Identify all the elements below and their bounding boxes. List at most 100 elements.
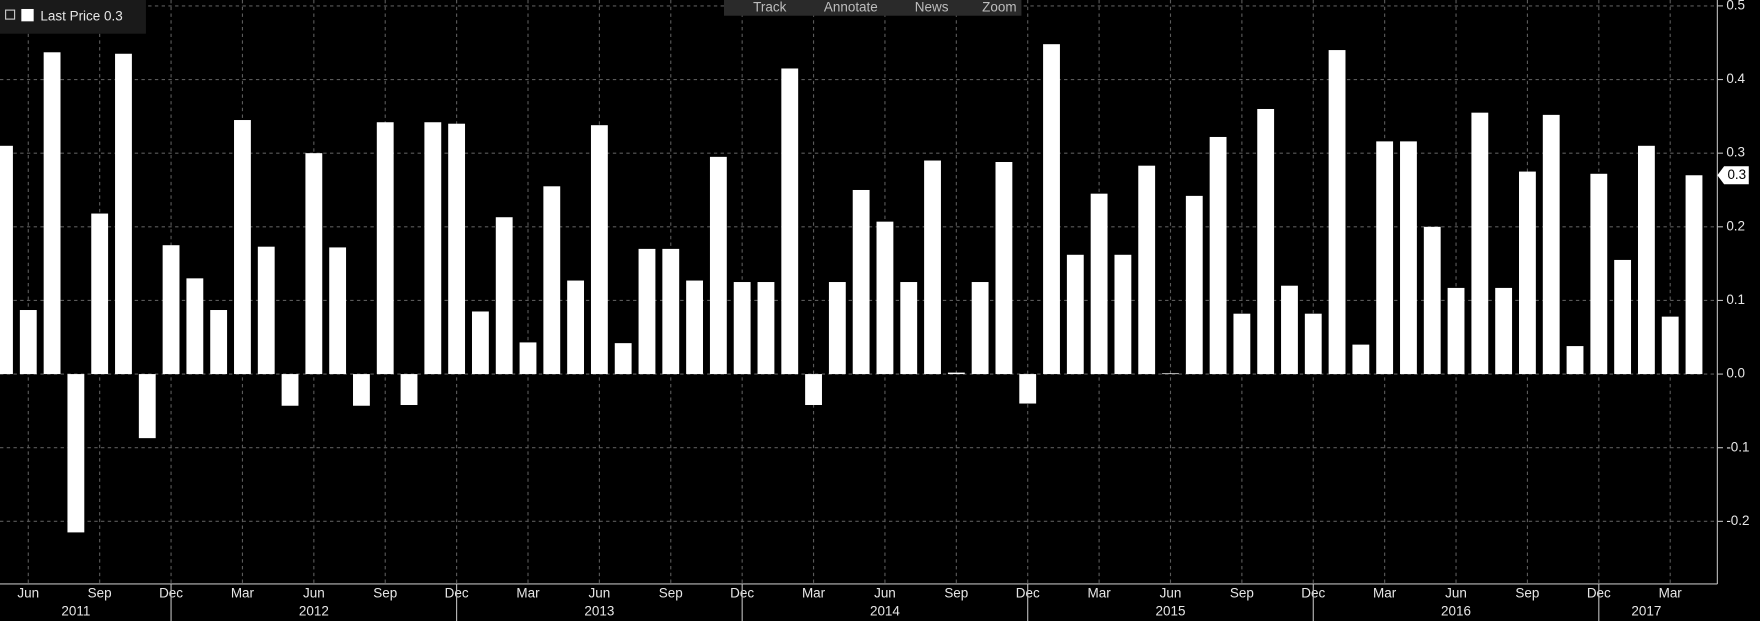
bar <box>614 343 632 375</box>
x-tick-label: Sep <box>1230 586 1254 601</box>
bar <box>1185 195 1203 375</box>
legend-toggle[interactable] <box>5 9 16 20</box>
bar <box>19 310 37 375</box>
x-tick-label: Mar <box>516 586 540 601</box>
bar <box>947 372 965 375</box>
bar <box>495 217 513 375</box>
bar <box>924 160 941 375</box>
x-tick-label: Jun <box>1445 586 1467 601</box>
bar <box>1471 112 1489 375</box>
bars <box>0 44 1703 533</box>
y-tick-label: 0.1 <box>1726 292 1745 307</box>
bar <box>1090 193 1108 375</box>
bar <box>424 122 442 375</box>
bar <box>1352 344 1370 375</box>
x-tick-label: Mar <box>1373 586 1397 601</box>
x-tick-label: Mar <box>802 586 826 601</box>
x-tick-label: Jun <box>874 586 896 601</box>
bar <box>1043 44 1060 375</box>
bar <box>162 245 180 375</box>
x-tick-label: Sep <box>944 586 968 601</box>
bar <box>805 374 822 406</box>
bar <box>900 282 918 375</box>
y-tick-label: 0.4 <box>1726 71 1745 86</box>
legend-swatch <box>21 8 34 22</box>
toolbar-annotate[interactable]: Annotate <box>824 0 878 14</box>
bar <box>1281 285 1298 375</box>
bar <box>0 145 13 375</box>
x-tick-label: Sep <box>88 586 112 601</box>
x-year-label: 2011 <box>61 604 90 619</box>
y-tick-label: -0.1 <box>1726 439 1749 454</box>
bar <box>709 156 727 375</box>
bar <box>1614 259 1632 375</box>
x-tick-label: Sep <box>659 586 683 601</box>
bar <box>1162 373 1179 375</box>
toolbar-track[interactable]: Track <box>753 0 786 14</box>
bar <box>448 123 466 375</box>
y-tick-label: 0.5 <box>1726 0 1745 12</box>
bar <box>590 125 608 375</box>
bar <box>210 310 228 375</box>
bar <box>1661 316 1679 375</box>
bar <box>1495 287 1513 375</box>
x-tick-label: Jun <box>589 586 611 601</box>
bar <box>1328 50 1346 375</box>
bar <box>828 282 846 375</box>
bar <box>281 374 299 406</box>
bar <box>567 280 585 375</box>
x-tick-label: Sep <box>373 586 397 601</box>
bar <box>1566 346 1584 375</box>
x-year-label: 2012 <box>299 604 329 619</box>
bar <box>1423 226 1441 375</box>
bar <box>1519 171 1536 375</box>
x-year-label: 2017 <box>1631 604 1661 619</box>
x-tick-label: Jun <box>17 586 39 601</box>
bar <box>733 282 751 375</box>
toolbar-zoom[interactable]: Zoom <box>982 0 1016 14</box>
bar <box>543 186 561 375</box>
bar <box>1233 313 1251 375</box>
bar <box>234 120 251 375</box>
x-tick-label: Jun <box>1160 586 1182 601</box>
x-tick-label: Mar <box>231 586 255 601</box>
y-tick-label: -0.2 <box>1726 513 1749 528</box>
toolbar <box>723 0 1022 16</box>
x-tick-label: Jun <box>303 586 325 601</box>
x-tick-label: Sep <box>1515 586 1539 601</box>
bar <box>1138 165 1156 375</box>
bar <box>257 246 275 375</box>
legend-text: Last Price 0.3 <box>40 8 122 23</box>
bar <box>852 189 870 375</box>
y-tick-label: 0.3 <box>1726 145 1745 160</box>
bar <box>1685 175 1703 375</box>
bar <box>1400 141 1417 375</box>
bar <box>876 221 894 375</box>
bar <box>305 153 323 375</box>
bar <box>91 213 109 375</box>
bar <box>329 247 347 375</box>
x-tick-label: Mar <box>1088 586 1112 601</box>
bar <box>1304 313 1322 375</box>
bar <box>67 374 85 533</box>
bar <box>1114 254 1132 375</box>
x-year-label: 2015 <box>1156 604 1186 619</box>
bar <box>1637 145 1655 375</box>
bar <box>43 52 61 375</box>
x-tick-label: Mar <box>1659 586 1683 601</box>
bar <box>995 162 1013 375</box>
bar <box>1257 108 1275 375</box>
bar <box>971 282 989 375</box>
bar <box>138 374 156 439</box>
toolbar-news[interactable]: News <box>915 0 949 14</box>
bar <box>638 248 656 375</box>
bar <box>662 248 680 375</box>
bar <box>353 374 370 406</box>
x-year-label: 2013 <box>584 604 614 619</box>
x-year-label: 2016 <box>1441 604 1471 619</box>
bar <box>1019 374 1037 404</box>
y-tick-label: 0.2 <box>1726 218 1745 233</box>
bar <box>1447 287 1465 375</box>
bar <box>471 311 489 375</box>
